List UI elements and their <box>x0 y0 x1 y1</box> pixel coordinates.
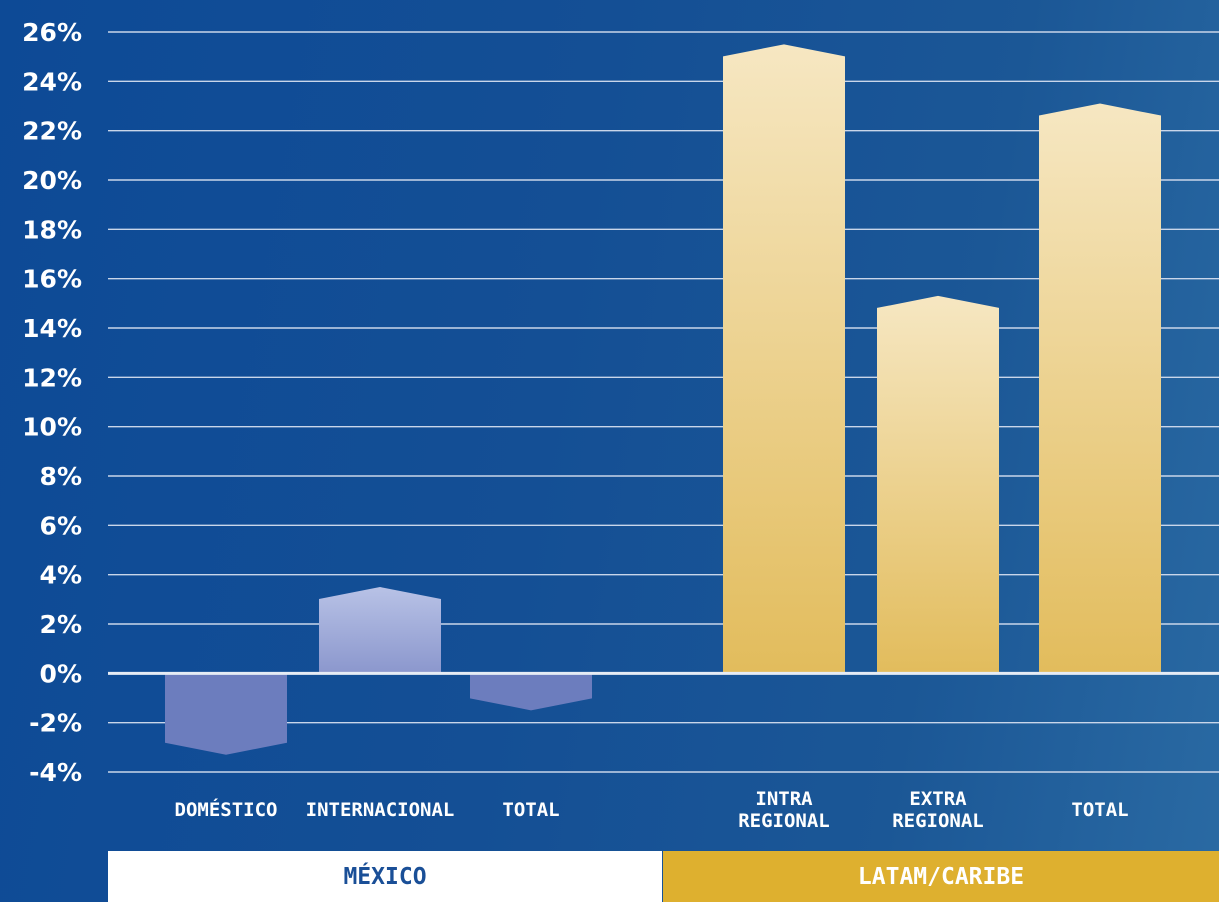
y-tick-label: 24% <box>22 67 82 96</box>
y-tick-label: -4% <box>29 758 82 787</box>
y-tick-label: 10% <box>22 413 82 442</box>
gridlines <box>108 31 1219 773</box>
y-tick-label: 26% <box>22 18 82 47</box>
y-tick-label: 20% <box>22 166 82 195</box>
bar-mexico-internacional <box>319 587 441 674</box>
x-axis: DOMÉSTICO INTERNACIONAL TOTAL INTRAREGIONAL… <box>175 788 1129 832</box>
y-tick-label: 22% <box>22 117 82 146</box>
y-tick-label: 8% <box>40 462 82 491</box>
x-category-label: TOTAL <box>1071 799 1128 821</box>
bars <box>165 44 1161 755</box>
bar-chart: 26% 24% 22% 20% 18% 16% 14% 12% 10% 8% 6% 4% 2% 0% -2%… <box>22 18 1219 832</box>
x-category-label: DOMÉSTICO <box>175 798 278 821</box>
y-tick-label: 4% <box>40 561 82 590</box>
bar-latam-extraregional <box>877 295 999 674</box>
group-label-latam-caribe: LATAM/CARIBE <box>663 851 1219 902</box>
y-tick-label: 12% <box>22 363 82 392</box>
y-tick-label: 2% <box>40 610 82 639</box>
x-category-label: REGIONAL <box>892 810 984 832</box>
x-category-label: EXTRA <box>909 788 967 810</box>
y-tick-label: -2% <box>29 709 82 738</box>
y-axis: 26% 24% 22% 20% 18% 16% 14% 12% 10% 8% 6% 4% 2% 0% -2%… <box>22 18 82 787</box>
x-category-label: REGIONAL <box>738 810 830 832</box>
bar-mexico-domstico <box>165 673 287 755</box>
y-tick-label: 0% <box>40 659 82 688</box>
bar-latam-intraregional <box>723 44 845 674</box>
y-tick-label: 16% <box>22 265 82 294</box>
y-tick-label: 6% <box>40 511 82 540</box>
x-category-label: INTRA <box>755 788 813 810</box>
y-tick-label: 18% <box>22 215 82 244</box>
x-category-label: TOTAL <box>502 799 559 821</box>
x-category-label: INTERNACIONAL <box>306 799 455 821</box>
group-label-mexico: MÉXICO <box>108 851 662 902</box>
y-tick-label: 14% <box>22 314 82 343</box>
bar-mexico-total <box>470 673 592 711</box>
bar-latam-total <box>1039 103 1161 674</box>
